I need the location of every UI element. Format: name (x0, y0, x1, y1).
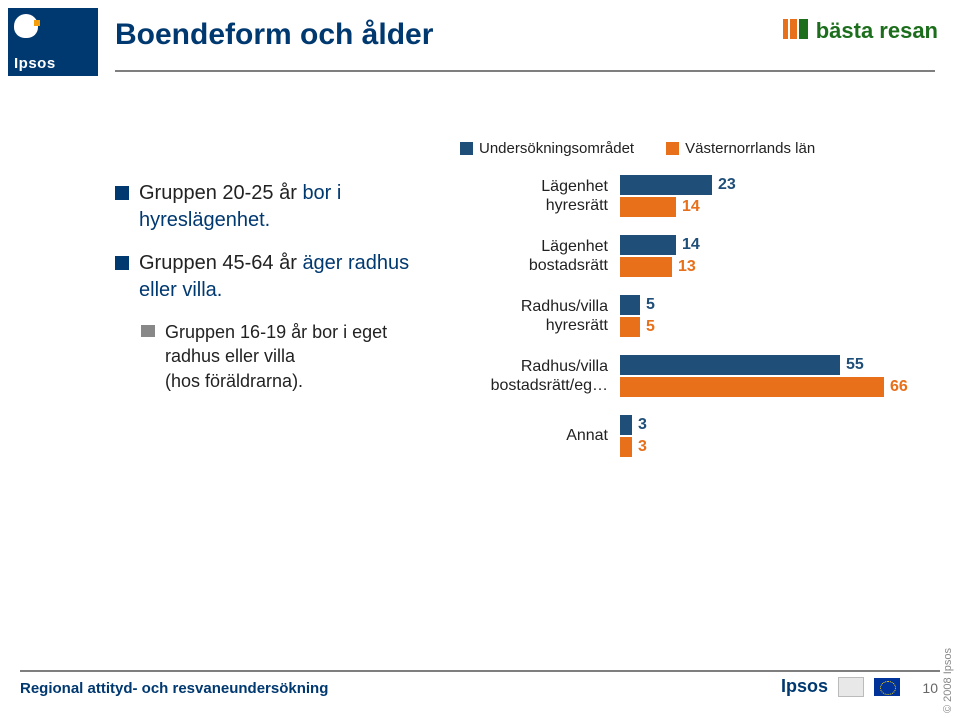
bar-value: 14 (682, 236, 700, 254)
logo-bar-icon (783, 19, 788, 39)
chart-category: Radhus/villa bostadsrätt/eg… 55 66 (460, 355, 930, 397)
bar-row: 66 (620, 377, 908, 397)
category-label: Lägenhet bostadsrätt (460, 237, 620, 275)
bar-value: 13 (678, 258, 696, 276)
bar (620, 295, 640, 315)
legend-label: Undersökningsområdet (479, 140, 634, 157)
bar-row: 13 (620, 257, 700, 277)
bar-value: 5 (646, 296, 655, 314)
bullet-text: Gruppen 45-64 år äger radhus eller villa… (139, 250, 425, 304)
bullet-marker-icon (115, 256, 129, 270)
bar-row: 23 (620, 175, 736, 195)
bar (620, 437, 632, 457)
bar (620, 317, 640, 337)
bar (620, 415, 632, 435)
header: Ipsos Boendeform och ålder bästa resan (0, 0, 960, 90)
bullet-item: Gruppen 45-64 år äger radhus eller villa… (115, 250, 425, 304)
bullet-item: Gruppen 16-19 år bor i eget radhus eller… (141, 320, 425, 393)
bullet-prefix: Gruppen 20-25 år (139, 182, 302, 204)
bar (620, 197, 676, 217)
footer-logos: Ipsos (781, 676, 900, 697)
ipsos-logo-footer: Ipsos (781, 676, 828, 697)
bar-value: 3 (638, 416, 647, 434)
category-label: Radhus/villa bostadsrätt/eg… (460, 357, 620, 395)
bullet-text: Gruppen 20-25 år bor i hyreslägenhet. (139, 180, 425, 234)
category-label: Lägenhet hyresrätt (460, 177, 620, 215)
bar-row: 14 (620, 235, 700, 255)
bullet-marker-icon (115, 186, 129, 200)
bullet-list: Gruppen 20-25 år bor i hyreslägenhet.Gru… (115, 180, 425, 409)
header-divider (115, 70, 935, 72)
bar (620, 257, 672, 277)
bullet-prefix: Gruppen 16-19 år bor i eget radhus eller… (165, 322, 387, 391)
bullet-item: Gruppen 20-25 år bor i hyreslägenhet. (115, 180, 425, 234)
chart-legend: Undersökningsområdet Västernorrlands län (460, 140, 930, 157)
bar (620, 235, 676, 255)
ipsos-logo-text: Ipsos (14, 55, 92, 72)
bar-row: 14 (620, 197, 736, 217)
category-label: Annat (460, 426, 620, 445)
bar-row: 5 (620, 295, 655, 315)
category-bars: 55 (620, 295, 655, 337)
bar-row: 3 (620, 415, 647, 435)
chart-category: Lägenhet bostadsrätt1413 (460, 235, 930, 277)
logo-bar-icon (799, 19, 808, 39)
basta-resan-logo: bästa resan (783, 18, 938, 44)
chart-category: Lägenhet hyresrätt 23 14 (460, 175, 930, 217)
chart-category: Radhus/villa hyresrätt55 (460, 295, 930, 337)
category-bars: 1413 (620, 235, 700, 277)
bar-value: 55 (846, 356, 864, 374)
lansstyrelsen-icon (838, 677, 864, 697)
bar-value: 3 (638, 438, 647, 456)
bar-row: 5 (620, 317, 655, 337)
bar (620, 377, 884, 397)
category-bars: 55 66 (620, 355, 908, 397)
chart-body: Lägenhet hyresrätt 23 14 Lägenhet bostadsrä… (460, 175, 930, 457)
bar-value: 5 (646, 318, 655, 336)
bar-row: 3 (620, 437, 647, 457)
legend-item: Västernorrlands län (666, 140, 815, 157)
bullet-text: Gruppen 16-19 år bor i eget radhus eller… (165, 320, 425, 393)
bar-row: 55 (620, 355, 908, 375)
footer-divider (20, 670, 940, 672)
footer-label: Regional attityd- och resvaneundersöknin… (20, 680, 328, 697)
eu-flag-icon (874, 678, 900, 696)
category-label: Radhus/villa hyresrätt (460, 297, 620, 335)
bar (620, 355, 840, 375)
legend-label: Västernorrlands län (685, 140, 815, 157)
bar-value: 23 (718, 176, 736, 194)
page-title: Boendeform och ålder (115, 18, 433, 52)
housing-chart: UndersökningsområdetVästernorrlands län … (460, 140, 930, 475)
basta-resan-text: bästa resan (816, 18, 938, 44)
basta-resan-bars-icon (783, 19, 810, 44)
bullet-prefix: Gruppen 45-64 år (139, 252, 302, 274)
bullet-marker-icon (141, 325, 155, 337)
bar-value: 66 (890, 378, 908, 396)
category-bars: 33 (620, 415, 647, 457)
ipsos-head-icon (14, 14, 38, 38)
bar (620, 175, 712, 195)
bar-value: 14 (682, 198, 700, 216)
footer: Regional attityd- och resvaneundersöknin… (0, 670, 960, 718)
page-number: 10 (922, 680, 938, 696)
legend-swatch-icon (666, 142, 679, 155)
slide: Ipsos Boendeform och ålder bästa resan G… (0, 0, 960, 718)
category-bars: 23 14 (620, 175, 736, 217)
logo-bar-icon (790, 19, 797, 39)
legend-swatch-icon (460, 142, 473, 155)
ipsos-logo-left: Ipsos (8, 8, 98, 76)
legend-item: Undersökningsområdet (460, 140, 634, 157)
chart-category: Annat33 (460, 415, 930, 457)
